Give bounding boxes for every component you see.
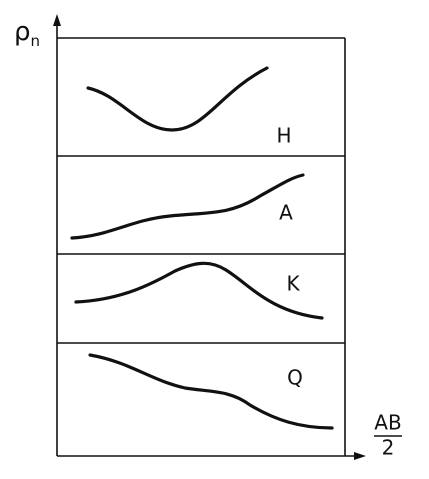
panel-label: H xyxy=(276,124,291,148)
panel-label: K xyxy=(286,272,300,296)
x-axis-label-denominator: 2 xyxy=(382,436,395,460)
curve-k xyxy=(74,261,324,320)
curve-h xyxy=(86,66,269,132)
x-axis-arrow xyxy=(354,452,366,460)
panel-label: A xyxy=(279,201,293,225)
panel-label: Q xyxy=(287,366,303,390)
y-axis-label: ρn xyxy=(14,17,40,50)
curve-q xyxy=(88,353,334,430)
x-axis-label-numerator: AB xyxy=(374,411,401,435)
curve-a xyxy=(70,173,305,240)
y-axis-symbol: ρ xyxy=(14,17,31,47)
y-axis-subscript: n xyxy=(31,32,41,50)
y-axis-arrow xyxy=(53,14,61,26)
